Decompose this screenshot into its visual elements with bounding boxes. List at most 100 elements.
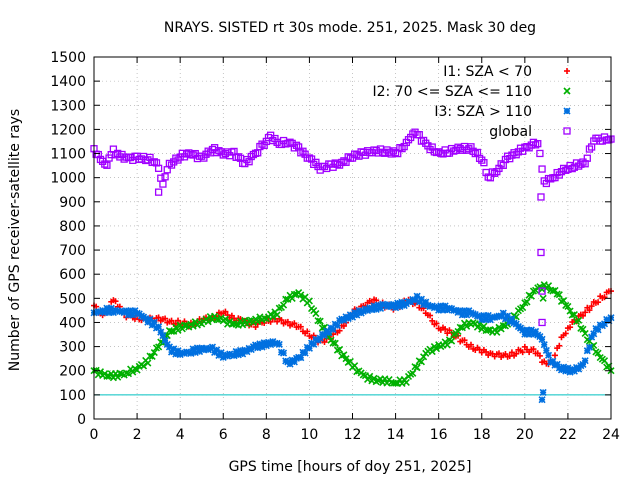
data-point xyxy=(549,287,557,295)
data-point xyxy=(321,339,328,346)
data-point xyxy=(442,326,449,333)
data-point xyxy=(245,158,253,166)
data-point xyxy=(297,323,304,330)
data-point xyxy=(469,147,477,155)
legend-label: I2: 70 <= SZA <= 110 xyxy=(372,84,532,100)
y-tick-label: 100 xyxy=(59,388,86,404)
data-point xyxy=(420,353,428,361)
data-point xyxy=(165,159,174,168)
y-tick-label: 700 xyxy=(59,243,86,259)
data-point xyxy=(497,160,505,168)
data-point xyxy=(508,349,515,356)
data-point xyxy=(161,173,169,181)
y-tick-label: 1500 xyxy=(50,50,86,66)
x-tick-label: 14 xyxy=(387,427,405,443)
data-point xyxy=(269,136,277,145)
data-point xyxy=(417,358,425,366)
data-point xyxy=(510,149,518,157)
data-point xyxy=(495,350,502,357)
data-point xyxy=(579,325,587,333)
data-point xyxy=(154,164,163,172)
y-tick-label: 800 xyxy=(59,219,86,235)
data-point xyxy=(124,370,133,378)
data-point xyxy=(96,155,105,164)
data-point xyxy=(577,160,585,168)
data-point xyxy=(586,307,593,314)
data-point xyxy=(129,368,137,376)
data-point xyxy=(428,347,436,356)
data-point xyxy=(155,314,162,321)
outlier-point xyxy=(538,318,546,327)
data-point xyxy=(304,328,311,335)
data-point xyxy=(168,317,175,324)
data-point xyxy=(413,364,421,372)
x-tick-label: 6 xyxy=(219,427,228,443)
data-point xyxy=(342,355,350,363)
x-tick-label: 16 xyxy=(430,427,448,443)
data-point xyxy=(544,351,553,359)
chart-title: NRAYS. SISTED rt 30s mode. 251, 2025. Ma… xyxy=(164,20,536,36)
data-point xyxy=(204,318,212,326)
data-point xyxy=(568,311,576,319)
data-point xyxy=(400,142,408,151)
data-point xyxy=(402,378,410,386)
data-point xyxy=(370,374,378,382)
data-point xyxy=(292,141,301,149)
y-tick-label: 300 xyxy=(59,340,86,356)
data-point xyxy=(555,291,563,299)
data-point xyxy=(432,345,441,353)
data-point xyxy=(564,302,572,311)
data-point xyxy=(146,153,154,162)
data-point xyxy=(601,294,608,301)
data-point xyxy=(297,149,305,157)
data-point xyxy=(467,143,475,151)
data-point xyxy=(594,349,602,357)
data-point xyxy=(556,342,563,349)
data-point xyxy=(284,139,292,148)
data-point xyxy=(278,317,285,324)
data-point xyxy=(536,149,544,158)
data-point xyxy=(333,321,341,330)
data-point xyxy=(144,359,152,367)
data-point xyxy=(241,159,249,168)
data-point xyxy=(103,161,111,169)
series-3 xyxy=(90,128,615,188)
x-tick-label: 20 xyxy=(516,427,534,443)
data-point xyxy=(226,152,234,160)
data-point xyxy=(133,366,141,374)
data-point xyxy=(112,298,119,305)
data-point xyxy=(273,138,281,146)
data-point xyxy=(234,153,242,161)
data-point xyxy=(170,158,178,166)
data-point xyxy=(483,348,490,355)
data-point xyxy=(595,299,602,306)
legend-marker xyxy=(563,107,571,115)
data-point xyxy=(310,160,318,169)
data-point xyxy=(222,308,229,315)
data-point xyxy=(585,343,594,351)
data-point xyxy=(475,154,484,163)
data-point xyxy=(245,317,253,325)
data-point xyxy=(96,368,105,376)
data-point xyxy=(280,349,288,357)
data-point xyxy=(180,321,189,329)
x-tick-label: 10 xyxy=(301,427,319,443)
data-point xyxy=(366,372,374,380)
data-point xyxy=(519,349,526,356)
y-tick-label: 400 xyxy=(59,315,86,331)
data-point xyxy=(316,317,324,325)
data-point xyxy=(198,152,206,160)
legend-label: I1: SZA < 70 xyxy=(443,64,532,80)
data-point xyxy=(271,134,279,143)
outlier-point xyxy=(154,188,163,196)
data-point xyxy=(542,179,551,188)
x-tick-label: 4 xyxy=(176,427,185,443)
outlier-point xyxy=(539,294,547,302)
outlier-point xyxy=(537,193,545,201)
axis-ticks: 0 2 4 6 8 10 12 14 16 18 20 22 240100200300400500600… xyxy=(50,50,620,443)
data-point xyxy=(531,141,540,149)
data-point xyxy=(312,158,320,167)
y-tick-label: 1200 xyxy=(50,122,86,138)
legend-marker xyxy=(564,68,570,74)
data-point xyxy=(391,149,400,157)
